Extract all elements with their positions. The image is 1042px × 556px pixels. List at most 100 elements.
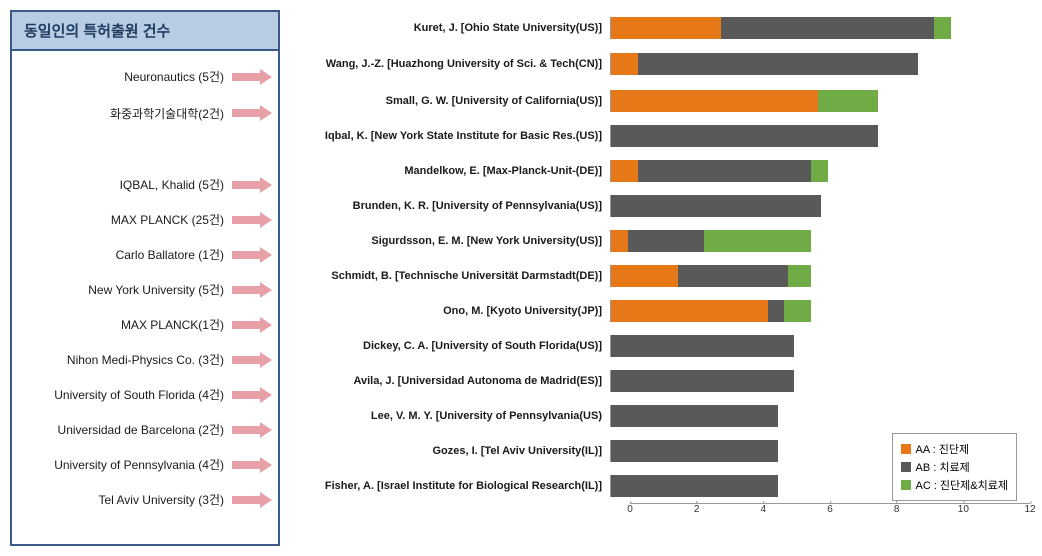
chart-row: Brunden, K. R. [University of Pennsylvan… (300, 188, 1032, 223)
y-axis-label: Lee, V. M. Y. [University of Pennsylvani… (300, 410, 610, 422)
bar-area (610, 17, 1032, 39)
bar-ab (638, 53, 918, 75)
y-axis-label: Small, G. W. [University of California(U… (300, 95, 610, 107)
left-item-label: 화중과학기술대학(2건) (18, 105, 232, 122)
bar-ab (611, 125, 878, 147)
bar-area (610, 160, 1032, 182)
y-axis-label: Sigurdsson, E. M. [New York University(U… (300, 235, 610, 247)
legend-color-icon (901, 444, 911, 454)
left-item: MAX PLANCK(1건) (18, 307, 272, 342)
y-axis-label: Brunden, K. R. [University of Pennsylvan… (300, 200, 610, 212)
chart-row: Avila, J. [Universidad Autonoma de Madri… (300, 363, 1032, 398)
left-item: MAX PLANCK (25건) (18, 202, 272, 237)
bar-ab (611, 475, 778, 497)
left-item-label: IQBAL, Khalid (5건) (18, 176, 232, 193)
left-item: Neuronautics (5건) (18, 59, 272, 94)
chart-area: Kuret, J. [Ohio State University(US)] Wan… (280, 10, 1032, 546)
bar-ac (704, 230, 811, 252)
chart-row: Lee, V. M. Y. [University of Pennsylvani… (300, 398, 1032, 433)
bar-aa (611, 17, 721, 39)
left-item-label: University of Pennsylvania (4건) (18, 456, 232, 473)
x-tick: 12 (1024, 504, 1035, 515)
bar-ac (818, 90, 878, 112)
chart-row: Iqbal, K. [New York State Institute for … (300, 118, 1032, 153)
legend-row: AA : 진단제 (901, 440, 1008, 458)
arrow-icon (232, 105, 272, 121)
chart-row: Schmidt, B. [Technische Universität Darm… (300, 258, 1032, 293)
x-tick: 0 (627, 504, 633, 515)
legend-row: AB : 치료제 (901, 458, 1008, 476)
chart-row: Sigurdsson, E. M. [New York University(U… (300, 223, 1032, 258)
bar-ab (611, 335, 794, 357)
bar-ab (768, 300, 785, 322)
left-item: University of South Florida (4건) (18, 377, 272, 412)
bar-area (610, 265, 1032, 287)
arrow-icon (232, 317, 272, 333)
y-axis-label: Fisher, A. [Israel Institute for Biologi… (300, 480, 610, 492)
left-item-label: Carlo Ballatore (1건) (18, 246, 232, 263)
chart-row: Wang, J.-Z. [Huazhong University of Sci.… (300, 45, 1032, 83)
left-item-label: Neuronautics (5건) (18, 68, 232, 85)
bar-ab (721, 17, 934, 39)
bar-area (610, 125, 1032, 147)
bar-ab (611, 440, 778, 462)
arrow-icon (232, 492, 272, 508)
panel-title: 동일인의 특허출원 건수 (12, 12, 278, 51)
y-axis-label: Kuret, J. [Ohio State University(US)] (300, 22, 610, 34)
left-item: University of Pennsylvania (4건) (18, 447, 272, 482)
y-axis-label: Mandelkow, E. [Max-Planck-Unit-(DE)] (300, 165, 610, 177)
bar-area (610, 230, 1032, 252)
chart-row: Kuret, J. [Ohio State University(US)] (300, 10, 1032, 45)
legend-color-icon (901, 480, 911, 490)
x-axis: 024681012 (630, 503, 1030, 533)
arrow-icon (232, 282, 272, 298)
legend-label: AC : 진단제&치료제 (915, 477, 1008, 493)
bar-ab (611, 405, 778, 427)
bar-ab (638, 160, 811, 182)
bar-ac (784, 300, 811, 322)
x-tick: 4 (761, 504, 767, 515)
left-item (18, 132, 272, 167)
bar-area (610, 300, 1032, 322)
bar-area (610, 335, 1032, 357)
bar-area (610, 370, 1032, 392)
legend-row: AC : 진단제&치료제 (901, 476, 1008, 494)
arrow-icon (232, 387, 272, 403)
chart-row: Mandelkow, E. [Max-Planck-Unit-(DE)] (300, 153, 1032, 188)
bar-aa (611, 90, 818, 112)
x-tick: 8 (894, 504, 900, 515)
arrow-icon (232, 212, 272, 228)
left-item: 화중과학기술대학(2건) (18, 94, 272, 132)
x-tick: 6 (827, 504, 833, 515)
left-item-label: MAX PLANCK(1건) (18, 316, 232, 333)
bar-ac (811, 160, 828, 182)
y-axis-label: Dickey, C. A. [University of South Flori… (300, 340, 610, 352)
x-tick: 10 (958, 504, 969, 515)
bar-area (610, 53, 1032, 75)
legend: AA : 진단제AB : 치료제AC : 진단제&치료제 (892, 433, 1017, 501)
left-item-label: Tel Aviv University (3건) (18, 491, 232, 508)
bar-ab (611, 370, 794, 392)
left-item: IQBAL, Khalid (5건) (18, 167, 272, 202)
chart-row: Dickey, C. A. [University of South Flori… (300, 328, 1032, 363)
y-axis-label: Iqbal, K. [New York State Institute for … (300, 130, 610, 142)
arrow-icon (232, 247, 272, 263)
left-panel: 동일인의 특허출원 건수 Neuronautics (5건) 화중과학기술대학(2… (10, 10, 280, 546)
left-item-label: MAX PLANCK (25건) (18, 211, 232, 228)
bar-area (610, 90, 1032, 112)
panel-body: Neuronautics (5건) 화중과학기술대학(2건) IQBAL, Khal… (12, 51, 278, 525)
y-axis-label: Schmidt, B. [Technische Universität Darm… (300, 270, 610, 282)
bar-ab (628, 230, 705, 252)
left-item: Universidad de Barcelona (2건) (18, 412, 272, 447)
bar-aa (611, 300, 768, 322)
bar-ab (611, 195, 821, 217)
bar-area (610, 195, 1032, 217)
bar-aa (611, 160, 638, 182)
bar-aa (611, 53, 638, 75)
y-axis-label: Wang, J.-Z. [Huazhong University of Sci.… (300, 58, 610, 70)
legend-color-icon (901, 462, 911, 472)
y-axis-label: Avila, J. [Universidad Autonoma de Madri… (300, 375, 610, 387)
arrow-icon (232, 177, 272, 193)
left-item: Carlo Ballatore (1건) (18, 237, 272, 272)
y-axis-label: Gozes, I. [Tel Aviv University(IL)] (300, 445, 610, 457)
